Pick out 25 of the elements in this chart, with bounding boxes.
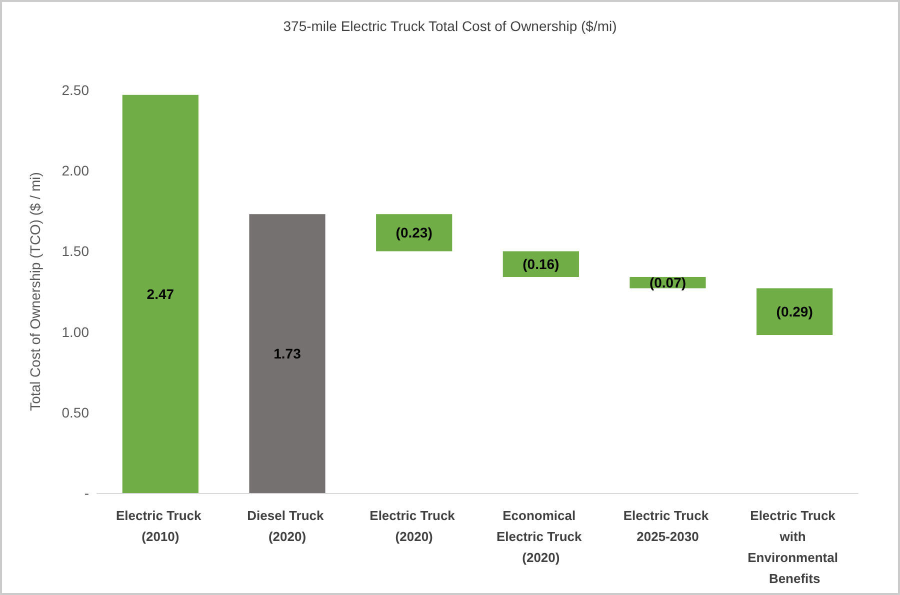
y-tick-label: -: [84, 485, 90, 501]
data-label: (0.07): [649, 274, 686, 291]
chart-title: 375-mile Electric Truck Total Cost of Ownership ($/mi): [283, 18, 617, 34]
y-tick-label: 0.50: [62, 404, 90, 420]
x-tick-label: Electric Truck (2010): [116, 508, 205, 544]
bar: [502, 251, 579, 277]
x-tick-label: Electric Truck with Environmental Benefits: [748, 508, 842, 586]
x-tick-label: Diesel Truck (2020): [247, 508, 328, 544]
x-tick-label: Economical Electric Truck (2020): [496, 508, 586, 565]
bar: [376, 214, 452, 252]
y-tick-label: 2.50: [62, 82, 90, 98]
bar: [249, 214, 326, 493]
y-tick-label: 1.50: [62, 243, 90, 260]
x-tick-label: Electric Truck (2020): [370, 508, 459, 544]
data-label: (0.16): [522, 256, 560, 272]
x-tick-label: Electric Truck 2025-2030: [623, 508, 712, 544]
data-label: (0.29): [776, 304, 813, 320]
data-label: 1.73: [274, 346, 302, 362]
y-axis-title: Total Cost of Ownership (TCO) ($ / mi): [27, 172, 43, 411]
data-label: 2.47: [146, 286, 174, 302]
bar: [122, 94, 198, 493]
bar: [756, 288, 833, 336]
data-label: (0.23): [396, 224, 432, 241]
y-tick-label: 2.00: [62, 162, 90, 179]
y-tick-label: 1.00: [62, 324, 90, 340]
